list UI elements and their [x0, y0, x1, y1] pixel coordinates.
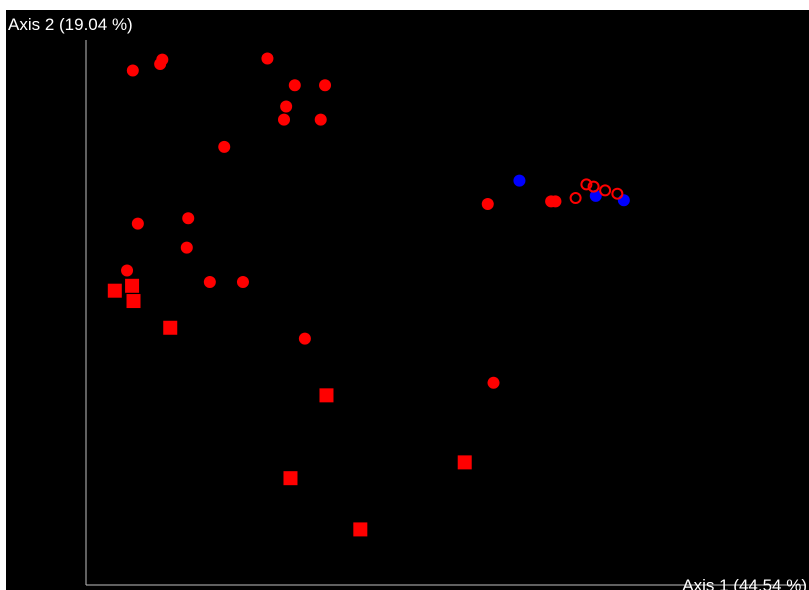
data-point-s3-p7	[458, 455, 472, 469]
data-point-s3-p5	[283, 471, 297, 485]
data-point-s0-p17	[482, 198, 494, 210]
data-point-s0-p12	[181, 242, 193, 254]
data-point-s0-p16	[299, 333, 311, 345]
data-point-s0-p5	[319, 79, 331, 91]
data-point-s0-p14	[204, 276, 216, 288]
data-point-s0-p3	[261, 53, 273, 65]
data-point-s0-p4	[289, 79, 301, 91]
data-point-s2-p3	[600, 185, 610, 195]
data-point-s3-p0	[108, 284, 122, 298]
data-point-s2-p4	[612, 189, 622, 199]
data-point-s3-p2	[127, 294, 141, 308]
data-point-s3-p6	[353, 522, 367, 536]
data-point-s0-p11	[182, 212, 194, 224]
data-point-s3-p4	[319, 388, 333, 402]
data-point-s0-p6	[280, 100, 292, 112]
data-point-s0-p15	[237, 276, 249, 288]
data-point-s3-p1	[125, 279, 139, 293]
data-point-s3-p3	[163, 321, 177, 335]
data-point-s0-p13	[121, 265, 133, 277]
data-point-s0-p7	[278, 114, 290, 126]
data-point-s0-p19	[549, 195, 561, 207]
data-point-s2-p0	[571, 193, 581, 203]
scatter-chart: Axis 2 (19.04 %) Axis 1 (44.54 %)	[6, 10, 809, 590]
data-point-s1-p0	[513, 175, 525, 187]
y-axis-label: Axis 2 (19.04 %)	[8, 15, 133, 34]
data-point-s0-p9	[218, 141, 230, 153]
data-point-s0-p8	[315, 114, 327, 126]
plot-background: Axis 2 (19.04 %) Axis 1 (44.54 %)	[6, 10, 809, 590]
data-point-s0-p20	[488, 377, 500, 389]
data-points	[108, 53, 630, 537]
data-point-s0-p0	[127, 65, 139, 77]
data-point-s0-p2	[154, 58, 166, 70]
x-axis-label: Axis 1 (44.54 %)	[682, 576, 807, 590]
data-point-s1-p2	[618, 194, 630, 206]
data-point-s0-p10	[132, 218, 144, 230]
